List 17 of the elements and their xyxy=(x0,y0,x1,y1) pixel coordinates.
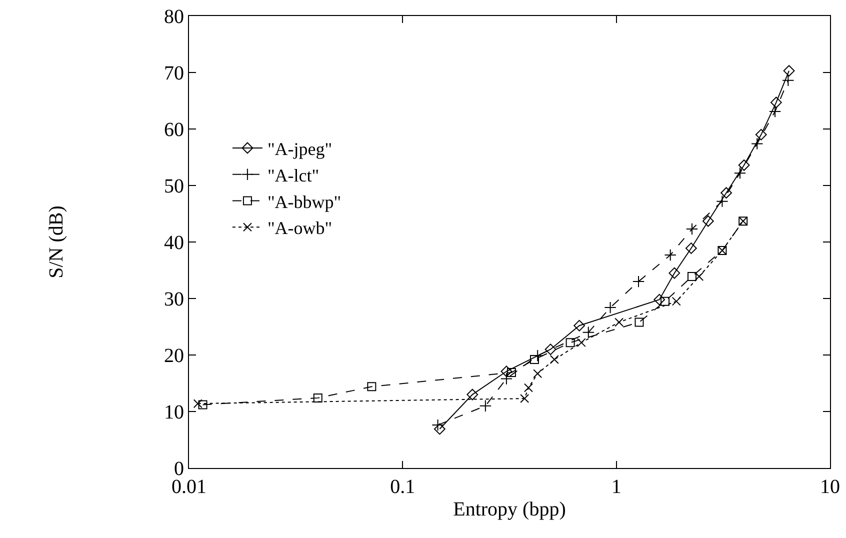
x-tick-label: 1 xyxy=(611,476,622,498)
legend-label: "A-jpeg" xyxy=(267,138,332,159)
x-tick-label: 0.1 xyxy=(390,476,416,498)
y-axis-title: S/N (dB) xyxy=(46,206,68,278)
legend-label: "A-bbwp" xyxy=(267,192,342,212)
x-tick-label: 10 xyxy=(820,476,840,498)
y-tick-label: 50 xyxy=(164,176,184,198)
y-tick-label: 40 xyxy=(164,232,184,254)
y-tick-label: 60 xyxy=(164,119,184,141)
y-tick-label: 10 xyxy=(164,402,184,424)
y-tick-label: 30 xyxy=(164,288,184,310)
y-tick-label: 80 xyxy=(164,6,184,28)
legend-label: "A-lct" xyxy=(267,165,320,186)
x-axis-title: Entropy (bpp) xyxy=(453,498,566,520)
y-tick-label: 70 xyxy=(164,62,184,84)
legend-label: "A-owb" xyxy=(267,218,332,238)
y-tick-label: 20 xyxy=(164,345,184,367)
